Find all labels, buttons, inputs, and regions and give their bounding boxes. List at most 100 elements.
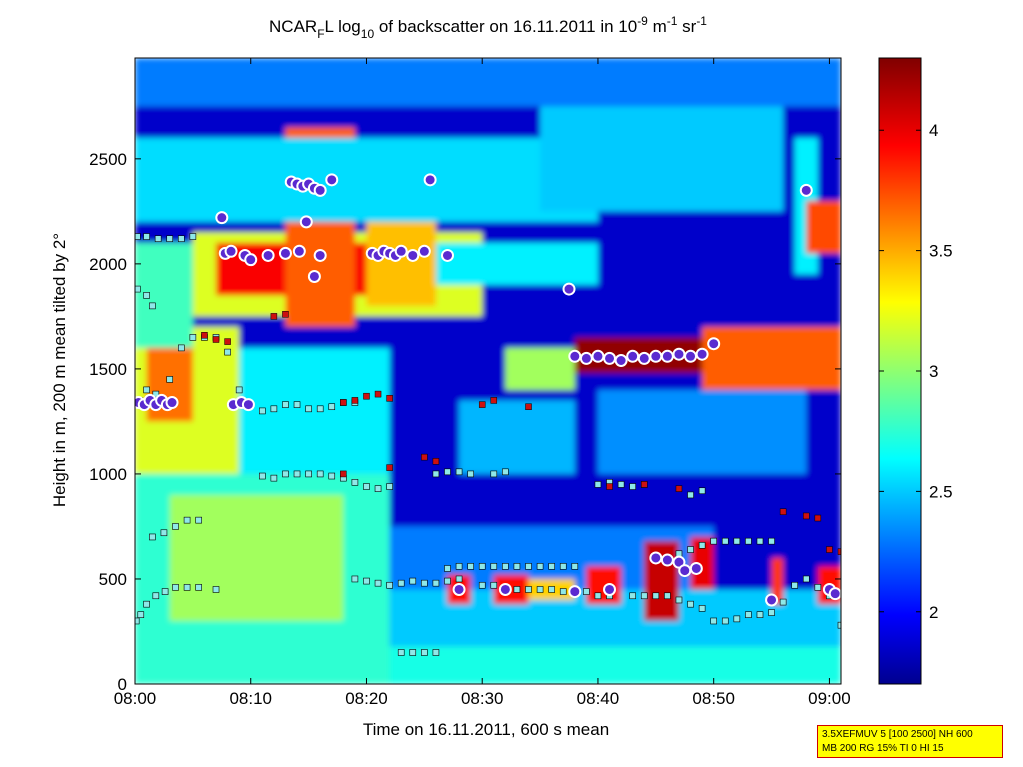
layer-marker-square xyxy=(224,348,231,356)
layer-marker-square xyxy=(189,334,197,341)
layer-marker-red xyxy=(421,453,428,461)
layer-marker-square xyxy=(328,472,336,480)
layer-marker-circle xyxy=(649,349,663,363)
layer-marker-red xyxy=(282,311,289,318)
layer-marker-square xyxy=(513,563,521,570)
layer-marker-square xyxy=(444,468,451,476)
layer-marker-square xyxy=(183,516,191,524)
layer-marker-circle xyxy=(299,215,313,229)
layer-marker-square xyxy=(409,649,417,656)
layer-marker-square xyxy=(687,600,694,608)
info-box: 3.5XEFMUV 5 [100 2500] NH 600 MB 200 RG … xyxy=(817,725,1003,758)
layer-marker-red xyxy=(478,401,486,408)
layer-marker-square xyxy=(617,481,625,488)
layer-marker-square xyxy=(259,472,266,480)
heat-cell-20 xyxy=(702,326,841,390)
layer-marker-red xyxy=(837,548,841,555)
layer-marker-square xyxy=(583,588,590,595)
layer-marker-square xyxy=(432,649,440,656)
layer-marker-square xyxy=(160,529,168,537)
layer-marker-circle xyxy=(579,351,593,365)
layer-marker-red xyxy=(201,332,208,339)
layer-marker-square xyxy=(490,470,498,478)
layer-marker-square xyxy=(363,483,370,490)
heat-cell-21 xyxy=(459,400,575,474)
layer-marker-red xyxy=(432,458,440,465)
layer-marker-red xyxy=(212,336,220,343)
layer-marker-red xyxy=(340,399,347,406)
layer-marker-square xyxy=(698,605,706,612)
layer-marker-square xyxy=(293,470,301,478)
layer-marker-circle xyxy=(678,564,692,578)
layer-marker-circle xyxy=(649,551,663,565)
layer-marker-square xyxy=(270,474,278,482)
layer-marker-square xyxy=(195,584,202,591)
layer-marker-square xyxy=(548,586,555,593)
heat-cell-26 xyxy=(586,566,622,605)
chart-title: NCARFL log10 of backscatter on 16.11.201… xyxy=(269,14,707,41)
x-tick-label: 08:00 xyxy=(114,689,157,708)
layer-marker-circle xyxy=(562,282,576,296)
layer-marker-square xyxy=(135,285,141,293)
layer-marker-square xyxy=(687,491,694,499)
layer-marker-red xyxy=(803,512,810,520)
layer-marker-red xyxy=(270,313,278,320)
layer-marker-square xyxy=(351,479,359,486)
layer-marker-red xyxy=(779,508,787,515)
layer-marker-square xyxy=(756,611,764,618)
layer-marker-square xyxy=(135,617,140,625)
layer-marker-square xyxy=(351,575,359,583)
y-axis: 0 500 1000 1500 2000 2500 xyxy=(89,150,841,694)
heat-cell-28 xyxy=(690,536,714,590)
layer-marker-square xyxy=(559,563,567,570)
heat-cell-15 xyxy=(135,137,598,222)
layer-marker-square xyxy=(837,621,841,629)
layer-marker-circle xyxy=(603,351,617,365)
layer-marker-circle xyxy=(452,582,466,596)
layer-marker-square xyxy=(779,598,787,606)
layer-marker-square xyxy=(502,468,509,476)
colorbar-ticks: 2 2.5 3 3.5 4 xyxy=(879,121,953,622)
colorbar-tick-label: 3 xyxy=(929,362,938,381)
layer-marker-square xyxy=(374,485,382,492)
layer-marker-red xyxy=(675,485,683,492)
layer-marker-circle xyxy=(278,246,292,260)
layer-marker-circle xyxy=(591,349,605,363)
layer-marker-circle xyxy=(261,248,275,262)
layer-marker-circle xyxy=(684,349,698,363)
layer-marker-square xyxy=(305,470,312,478)
layer-marker-circle xyxy=(603,582,617,596)
layer-marker-square xyxy=(195,516,202,524)
layer-marker-square xyxy=(143,233,150,240)
layer-marker-square xyxy=(293,401,301,408)
layer-marker-red xyxy=(340,470,347,478)
x-tick-label: 08:50 xyxy=(692,689,735,708)
layer-marker-square xyxy=(455,468,463,476)
layer-marker-square xyxy=(259,407,266,415)
layer-marker-square xyxy=(698,542,706,549)
layer-marker-square xyxy=(664,592,671,600)
layer-marker-square xyxy=(467,470,474,478)
layer-marker-square xyxy=(791,581,799,589)
x-tick-label: 08:10 xyxy=(229,689,272,708)
layer-marker-circle xyxy=(423,173,437,187)
layer-marker-square xyxy=(212,586,220,593)
layer-marker-square xyxy=(571,563,579,570)
layer-marker-circle xyxy=(828,587,841,601)
layer-marker-square xyxy=(316,470,324,478)
layer-marker-circle xyxy=(325,173,339,187)
layer-marker-circle xyxy=(394,244,408,258)
heat-cell-3 xyxy=(169,494,344,621)
layer-marker-square xyxy=(177,344,185,352)
layer-marker-circle xyxy=(626,349,640,363)
layer-marker-square xyxy=(629,483,636,490)
layer-marker-square xyxy=(536,563,544,570)
colorbar-tick-label: 3.5 xyxy=(929,242,953,261)
layer-marker-square xyxy=(525,563,532,570)
layer-marker-circle xyxy=(660,553,674,567)
y-tick-label: 0 xyxy=(118,675,127,694)
layer-marker-square xyxy=(421,579,428,587)
layer-marker-square xyxy=(432,470,440,478)
layer-marker-square xyxy=(478,581,486,589)
